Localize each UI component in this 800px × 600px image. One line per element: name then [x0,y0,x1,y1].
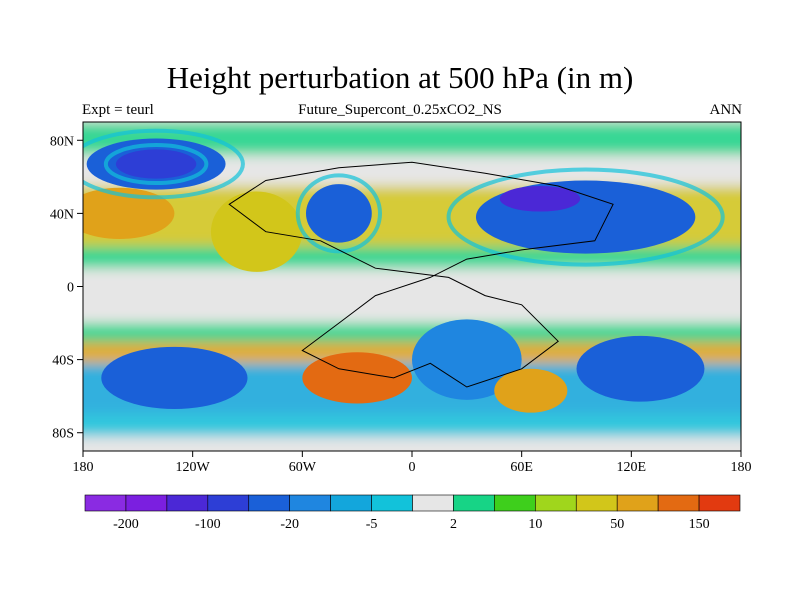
sh-africa-low [412,319,522,400]
colorbar-swatch [575,494,618,512]
lon-tick-label: 60E [510,460,533,475]
contour-field [83,122,741,451]
axis-ticks: 180 120W 60W 0 60E 120E 180 80N 40N 0 40S 80S [50,134,752,475]
colorbar-label: -100 [195,517,221,532]
colorbar-swatch [330,494,372,512]
colorbar-swatch [453,494,495,512]
colorbar-swatch [535,494,577,512]
continent-outline [228,161,614,388]
colorbar-swatch [616,494,659,512]
sh-indian-high [494,368,568,413]
nh-pacific-low-core [115,149,197,179]
nh-pacific-high [83,187,175,239]
colorbar-swatch [494,494,536,512]
colorbar-swatch [207,494,250,512]
lon-tick-label: 120E [617,460,647,475]
contour-ring [295,173,383,254]
colorbar-swatch [166,494,209,512]
zonal-band [83,341,741,364]
colorbar-label: 10 [528,517,542,532]
sh-atlantic-high [302,352,412,404]
lat-tick-label: 80S [52,427,74,442]
colorbar-label: -5 [366,517,378,532]
colorbar-swatch [657,494,700,512]
colorbar-swatch [412,494,454,512]
map-title: Height perturbation at 500 hPa (in m) [166,60,634,95]
nh-america-high [210,191,303,272]
colorbar-label: -200 [113,517,139,532]
sh-pacific-low [101,346,248,409]
colorbar-label: 2 [450,517,457,532]
colorbar-label: 50 [610,517,624,532]
contour-ring [83,128,245,200]
lat-tick-label: 40N [50,207,74,222]
map-subtitle: Future_Supercont_0.25xCO2_NS [298,102,502,118]
lon-tick-label: 180 [731,460,752,475]
colorbar-swatch [125,494,168,512]
season-label: ANN [709,102,743,118]
colorbar-swatch [248,494,290,512]
lat-tick-label: 80N [50,134,74,149]
nh-asia-low-core [499,185,581,212]
lat-tick-label: 0 [67,281,74,296]
zonal-band [83,323,741,345]
sh-australia-low [576,335,705,402]
colorbar: -200 -100 -20 -5 2 10 50 150 [84,494,741,532]
lon-tick-label: 60W [289,460,317,475]
nh-atlantic-low [305,184,372,243]
lon-tick-label: 0 [409,460,416,475]
coastline [228,161,614,388]
contour-ring [103,143,209,186]
lon-tick-label: 120W [176,460,211,475]
contour-ring [446,167,725,267]
zonal-band [83,414,741,437]
experiment-label: Expt = teurl [82,102,154,118]
colorbar-swatch [698,494,741,512]
colorbar-label: 150 [689,517,710,532]
colorbar-swatch [84,494,127,512]
colorbar-swatch [289,494,331,512]
colorbar-label: -20 [280,517,299,532]
lon-tick-label: 180 [73,460,94,475]
colorbar-swatch [371,494,413,512]
lat-tick-label: 40S [52,354,74,369]
